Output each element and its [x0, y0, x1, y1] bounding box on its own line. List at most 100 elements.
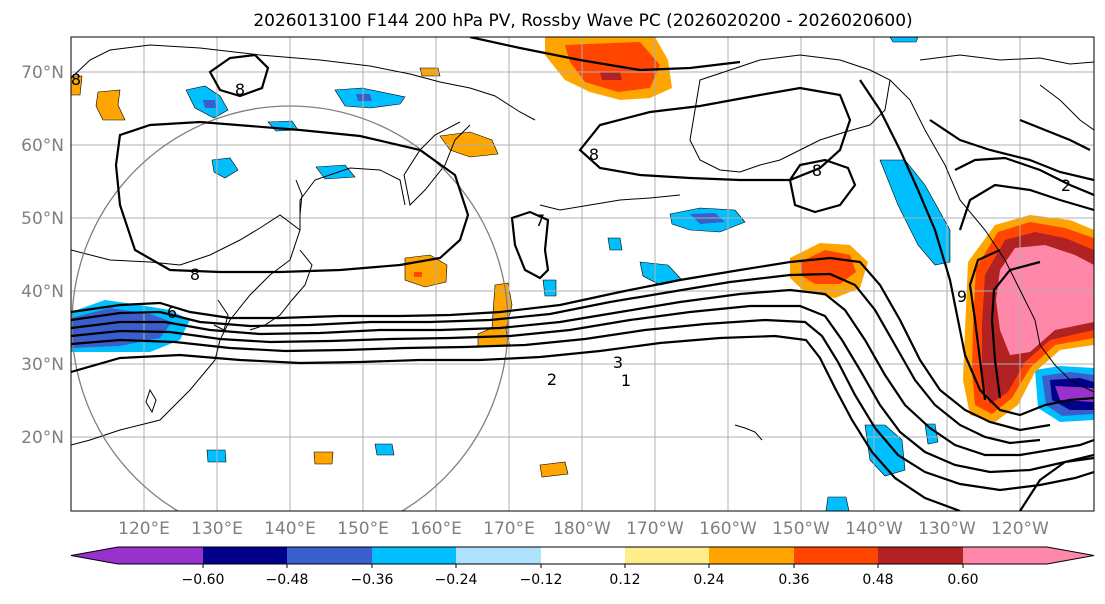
colorbar-tick-label: −0.24: [435, 572, 478, 588]
negative-anomaly-patch: [356, 94, 372, 101]
contour-label: 1: [621, 371, 631, 390]
contour-label: 8: [190, 265, 200, 284]
map-frame: [70, 36, 1095, 512]
region-circle: [71, 105, 509, 511]
pv-contour-7-north: [469, 37, 741, 72]
lat-label-50n: 50°N: [21, 209, 64, 229]
pv-contour-ridge-2: [990, 260, 1041, 399]
pv-contour-east-3: [954, 156, 1094, 197]
map-panel: 8 8 8 8 8 7 6 3 2 1 2 9: [71, 37, 1094, 511]
pv-contour-east-trough: [859, 79, 1094, 417]
lat-label-40n: 40°N: [21, 282, 64, 302]
positive-anomaly-alaska: [600, 72, 622, 80]
positive-anomaly-alaska: [565, 42, 660, 92]
colorbar-segment: [625, 547, 709, 564]
colorbar-segment: [794, 547, 878, 564]
pv-contour-jet-4: [71, 288, 1094, 457]
pv-contour-east-2: [929, 119, 1094, 182]
positive-anomaly-patch: [95, 89, 126, 121]
coastline-sakhalin: [295, 179, 303, 216]
coastline-alaska: [689, 54, 891, 173]
pv-contour-jet-0: [1019, 456, 1094, 511]
coastline-taiwan: [145, 388, 157, 414]
coastline-kamchatka: [403, 121, 471, 207]
coastline-asia: [71, 44, 536, 121]
pv-contour-jet-3: [71, 304, 1094, 474]
contour-label: 8: [235, 80, 245, 99]
negative-anomaly-patch: [374, 443, 395, 456]
pv-contour-jet-6: [71, 256, 1051, 432]
map-title: 2026013100 F144 200 hPa PV, Rossby Wave …: [253, 11, 912, 31]
lon-label: 120°E: [118, 519, 170, 539]
colorbar-segment: [878, 547, 963, 564]
positive-anomaly-patch: [539, 461, 569, 478]
colorbar-tick-label: 0.12: [609, 572, 640, 588]
contour-label: 8: [812, 161, 822, 180]
colorbar-tick-label: −0.48: [266, 572, 309, 588]
contour-label: 2: [1061, 176, 1071, 195]
pv-contour-8-central: [578, 86, 852, 182]
colorbar-tick-label: −0.60: [182, 572, 225, 588]
contour-labels: 8 8 8 8 8 7 6 3 2 1 2 9: [71, 70, 1071, 390]
pv-contour-jet-5: [71, 272, 1041, 445]
colorbar-segment: [709, 547, 794, 564]
lon-label: 130°W: [918, 519, 976, 539]
negative-anomaly-patch: [315, 164, 356, 180]
pv-contour-8-small: [208, 53, 270, 98]
pv-contours: [71, 37, 1094, 511]
colorbar-segment: [287, 547, 372, 564]
colorbar-segment: [541, 547, 625, 564]
pv-contour-8-small-east: [788, 158, 857, 214]
longitude-labels: 120°E 130°E 140°E 150°E 160°E 170°E 180°…: [118, 519, 1049, 539]
colorbar-tick-label: −0.36: [351, 572, 394, 588]
colorbar: −0.60 −0.48 −0.36 −0.24 −0.12 0.12 0.24 0.36 0.4…: [70, 546, 1095, 588]
colorbar-tick-label: 0.24: [693, 572, 724, 588]
coastline-north-america: [889, 79, 1094, 393]
lon-label: 150°W: [772, 519, 830, 539]
colorbar-segment: [963, 547, 1094, 564]
lat-label-60n: 60°N: [21, 136, 64, 156]
lon-label: 180°W: [553, 519, 611, 539]
coastline-hawaii: [734, 424, 763, 441]
coastline-okhotsk: [299, 167, 406, 230]
lon-label: 160°E: [410, 519, 462, 539]
lat-label-30n: 30°N: [21, 355, 64, 375]
contour-label: 7: [535, 211, 545, 230]
lon-label: 140°W: [845, 519, 903, 539]
contour-label: 2: [547, 370, 557, 389]
lon-label: 130°E: [191, 519, 243, 539]
pv-contour-8-north: [114, 120, 470, 274]
lon-label: 140°E: [264, 519, 316, 539]
colorbar-segment: [203, 547, 287, 564]
coastline-canada-arctic: [919, 54, 1094, 65]
colorbar-segment: [456, 547, 541, 564]
pv-contour-jet-1: [71, 334, 961, 511]
coastlines: [71, 44, 1094, 446]
coastline-aleutians: [539, 194, 681, 211]
pv-contour-ridge-1: [968, 248, 1001, 401]
latitude-labels: 70°N 60°N 50°N 40°N 30°N 20°N: [21, 63, 64, 448]
contour-label: 3: [613, 353, 623, 372]
coastline-hudson: [1039, 84, 1094, 131]
positive-anomaly-patch: [414, 272, 422, 277]
negative-anomaly-patch: [211, 157, 239, 179]
contour-label: 6: [167, 303, 177, 322]
lon-label: 150°E: [337, 519, 389, 539]
colorbar-tick-label: 0.60: [947, 572, 978, 588]
lat-label-20n: 20°N: [21, 428, 64, 448]
coastline-east-asia: [71, 214, 301, 446]
negative-anomaly-patch: [542, 279, 557, 297]
contour-label: 9: [957, 287, 967, 306]
negative-anomaly-west-pacific-core: [71, 308, 172, 348]
colorbar-tick-label: 0.48: [862, 572, 893, 588]
lon-label: 160°W: [699, 519, 757, 539]
positive-anomaly-patch: [71, 75, 83, 96]
pv-contour-jet-2: [71, 318, 1094, 492]
pv-contour-small-loop: [1019, 118, 1091, 151]
colorbar-tick-label: −0.12: [520, 572, 563, 588]
negative-anomaly-patch: [864, 424, 906, 477]
contour-label: 8: [589, 145, 599, 164]
colorbar-segment: [372, 547, 456, 564]
negative-anomaly-patch: [203, 100, 216, 108]
